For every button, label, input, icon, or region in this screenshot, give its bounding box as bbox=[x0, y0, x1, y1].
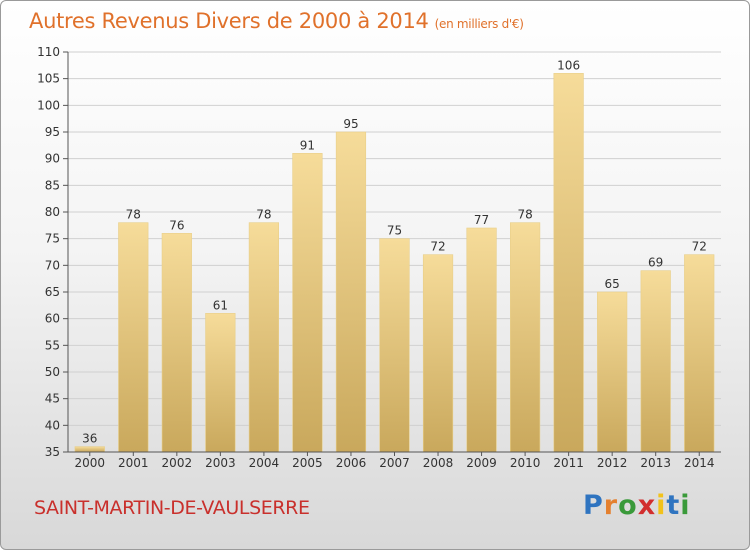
bar-value-label: 36 bbox=[82, 432, 97, 446]
logo-letter: i bbox=[656, 490, 667, 521]
bar-2001 bbox=[118, 222, 149, 453]
bar-value-label: 77 bbox=[474, 213, 489, 227]
logo-letter: i bbox=[680, 490, 691, 521]
chart-title-text: Autres Revenus Divers de 2000 à 2014 bbox=[29, 9, 429, 33]
bar-2014 bbox=[684, 254, 715, 453]
bar-value-label: 78 bbox=[126, 208, 141, 222]
x-tick-label: 2006 bbox=[336, 456, 367, 470]
bar-2013 bbox=[640, 270, 671, 453]
y-tick-label: 105 bbox=[37, 72, 60, 86]
bar-2009 bbox=[466, 227, 497, 453]
x-tick-label: 2002 bbox=[162, 456, 193, 470]
y-tick-label: 75 bbox=[45, 232, 60, 246]
logo-letter: x bbox=[637, 490, 657, 521]
y-tick-label: 95 bbox=[45, 125, 60, 139]
y-tick-label: 45 bbox=[45, 392, 60, 406]
x-tick-label: 2001 bbox=[118, 456, 149, 470]
x-tick-label: 2008 bbox=[423, 456, 454, 470]
y-tick-label: 110 bbox=[37, 45, 60, 59]
y-tick-label: 60 bbox=[45, 312, 60, 326]
bar-value-label: 72 bbox=[692, 240, 707, 254]
logo-letter: o bbox=[618, 490, 638, 521]
bar-2004 bbox=[248, 222, 280, 453]
bar-2011 bbox=[553, 73, 584, 453]
x-tick-label: 2007 bbox=[379, 456, 410, 470]
y-tick-label: 50 bbox=[45, 365, 60, 379]
bar-2000 bbox=[74, 446, 105, 453]
commune-name: SAINT-MARTIN-DE-VAULSERRE bbox=[34, 497, 310, 519]
x-tick-label: 2009 bbox=[466, 456, 497, 470]
bar-2008 bbox=[422, 254, 454, 453]
y-tick-label: 35 bbox=[45, 445, 60, 459]
y-tick-label: 100 bbox=[37, 98, 60, 112]
x-tick-label: 2014 bbox=[684, 456, 715, 470]
x-tick-label: 2012 bbox=[597, 456, 628, 470]
x-tick-label: 2013 bbox=[640, 456, 671, 470]
y-tick-label: 55 bbox=[45, 338, 60, 352]
proxiti-logo: Proxiti bbox=[583, 490, 691, 521]
bar-value-label: 69 bbox=[648, 256, 663, 270]
x-tick-label: 2011 bbox=[553, 456, 584, 470]
y-tick-label: 40 bbox=[45, 418, 60, 432]
bar-value-label: 106 bbox=[557, 58, 580, 72]
bar-2005 bbox=[292, 153, 323, 453]
x-tick-label: 2000 bbox=[74, 456, 105, 470]
chart-title: Autres Revenus Divers de 2000 à 2014 (en … bbox=[29, 9, 524, 33]
logo-letter: P bbox=[583, 490, 604, 521]
bar-value-label: 78 bbox=[256, 208, 271, 222]
bar-2010 bbox=[509, 222, 541, 453]
x-tick-label: 2004 bbox=[249, 456, 280, 470]
y-tick-label: 65 bbox=[45, 285, 60, 299]
bar-2003 bbox=[205, 313, 236, 453]
bar-2007 bbox=[379, 238, 410, 453]
bar-value-label: 95 bbox=[343, 117, 358, 131]
bars: 36 78 76 61 78 91 95 75 72 77 78 106 65 69 72 bbox=[74, 58, 715, 453]
y-tick-label: 85 bbox=[45, 178, 60, 192]
bar-2012 bbox=[597, 291, 628, 453]
bar-2006 bbox=[335, 131, 367, 453]
y-tick-label: 80 bbox=[45, 205, 60, 219]
bar-value-label: 91 bbox=[300, 138, 315, 152]
y-tick-label: 90 bbox=[45, 152, 60, 166]
y-tick-label: 70 bbox=[45, 258, 60, 272]
chart-subtitle: (en milliers d'€) bbox=[434, 17, 524, 31]
bar-value-label: 65 bbox=[605, 277, 620, 291]
logo-letter: t bbox=[666, 490, 681, 521]
bar-value-label: 75 bbox=[387, 224, 402, 238]
bar-value-label: 72 bbox=[430, 240, 445, 254]
x-tick-label: 2003 bbox=[205, 456, 236, 470]
x-tick-label: 2005 bbox=[292, 456, 323, 470]
bar-value-label: 78 bbox=[517, 208, 532, 222]
bar-value-label: 61 bbox=[213, 298, 228, 312]
bar-2002 bbox=[161, 233, 192, 453]
x-tick-label: 2010 bbox=[510, 456, 541, 470]
logo-letter: r bbox=[603, 490, 619, 521]
bar-value-label: 76 bbox=[169, 218, 184, 232]
axes: 35 40 45 50 55 60 65 70 75 80 85 90 95 100 105 110 2000 2… bbox=[37, 45, 721, 470]
